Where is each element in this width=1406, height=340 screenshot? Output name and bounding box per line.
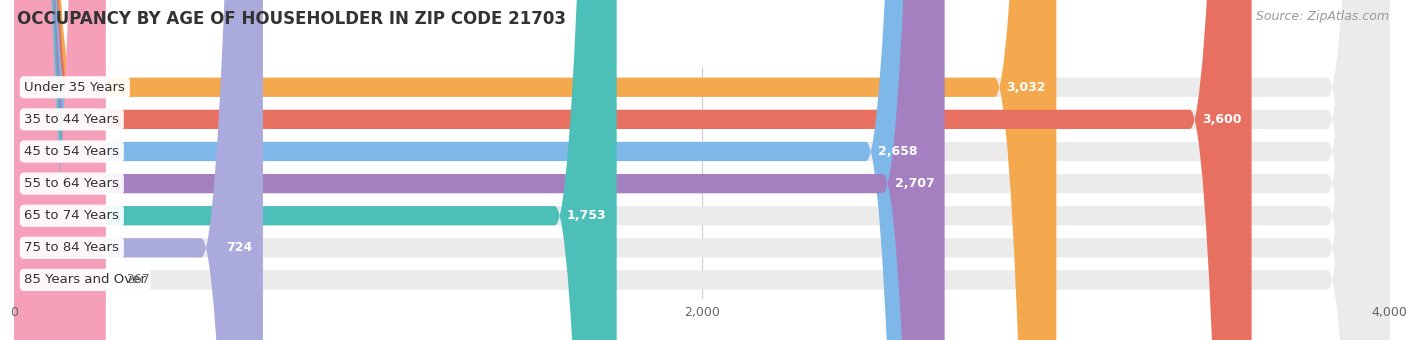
Text: 75 to 84 Years: 75 to 84 Years (24, 241, 120, 254)
Text: OCCUPANCY BY AGE OF HOUSEHOLDER IN ZIP CODE 21703: OCCUPANCY BY AGE OF HOUSEHOLDER IN ZIP C… (17, 10, 565, 28)
FancyBboxPatch shape (14, 0, 1389, 340)
Text: 55 to 64 Years: 55 to 64 Years (24, 177, 120, 190)
Text: 3,600: 3,600 (1202, 113, 1241, 126)
Text: Source: ZipAtlas.com: Source: ZipAtlas.com (1256, 10, 1389, 23)
Text: 267: 267 (127, 273, 150, 286)
FancyBboxPatch shape (14, 0, 1389, 340)
Text: 85 Years and Over: 85 Years and Over (24, 273, 146, 286)
FancyBboxPatch shape (14, 0, 617, 340)
FancyBboxPatch shape (14, 0, 1389, 340)
FancyBboxPatch shape (14, 0, 1389, 340)
FancyBboxPatch shape (14, 0, 945, 340)
Text: 3,032: 3,032 (1007, 81, 1046, 94)
FancyBboxPatch shape (14, 0, 1389, 340)
FancyBboxPatch shape (14, 0, 1056, 340)
FancyBboxPatch shape (14, 0, 1251, 340)
Text: 1,753: 1,753 (567, 209, 606, 222)
FancyBboxPatch shape (14, 0, 1389, 340)
FancyBboxPatch shape (14, 0, 1389, 340)
Text: 45 to 54 Years: 45 to 54 Years (24, 145, 120, 158)
Text: 2,658: 2,658 (877, 145, 918, 158)
FancyBboxPatch shape (14, 0, 928, 340)
Text: 65 to 74 Years: 65 to 74 Years (24, 209, 120, 222)
Text: 2,707: 2,707 (894, 177, 935, 190)
Text: 35 to 44 Years: 35 to 44 Years (24, 113, 120, 126)
Text: 724: 724 (226, 241, 253, 254)
Text: Under 35 Years: Under 35 Years (24, 81, 125, 94)
FancyBboxPatch shape (14, 0, 105, 340)
FancyBboxPatch shape (14, 0, 263, 340)
